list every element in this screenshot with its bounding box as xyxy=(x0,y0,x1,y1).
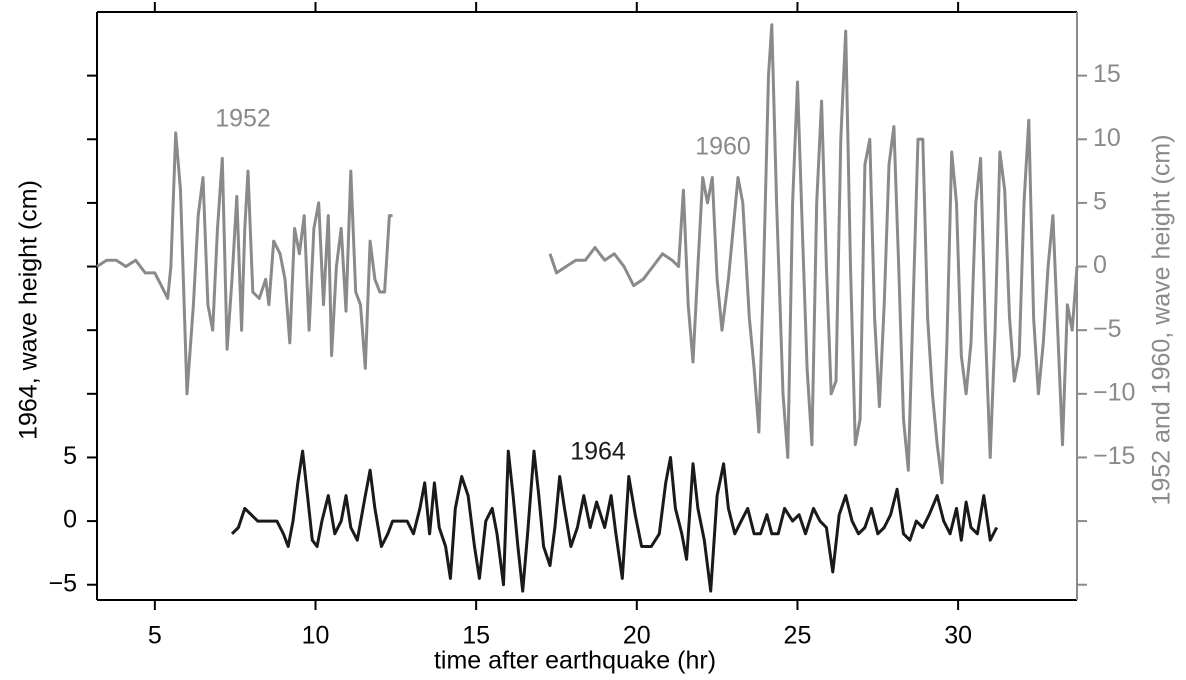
y-axis-label: 1964, wave height (cm) xyxy=(15,180,43,440)
y2-tick-label: −15 xyxy=(1093,442,1135,470)
x-tick-label: 20 xyxy=(623,622,651,650)
y2-tick-label: −5 xyxy=(1093,315,1122,343)
x-tick-label: 5 xyxy=(148,622,162,650)
series-label: 1952 xyxy=(215,105,271,133)
series-label: 1964 xyxy=(570,438,626,466)
x-tick-label: 15 xyxy=(462,622,490,650)
y2-axis-label: 1952 and 1960, wave height (cm) xyxy=(1148,134,1176,505)
x-axis-label: time after earthquake (hr) xyxy=(434,647,716,675)
x-tick-label: 30 xyxy=(944,622,972,650)
y2-tick-label: 15 xyxy=(1093,60,1121,88)
y-tick-label: −5 xyxy=(48,569,77,597)
y-tick-label: 0 xyxy=(63,506,77,534)
y2-tick-label: 5 xyxy=(1093,188,1107,216)
y-tick-label: 5 xyxy=(63,442,77,470)
x-tick-label: 10 xyxy=(302,622,330,650)
y2-tick-label: 10 xyxy=(1093,124,1121,152)
y2-tick-label: −10 xyxy=(1093,378,1135,406)
x-tick-label: 25 xyxy=(784,622,812,650)
y2-tick-label: 0 xyxy=(1093,251,1107,279)
series-line xyxy=(548,23,1079,485)
series-line xyxy=(96,131,393,396)
series-label: 1960 xyxy=(695,133,751,161)
series-line xyxy=(230,449,999,593)
